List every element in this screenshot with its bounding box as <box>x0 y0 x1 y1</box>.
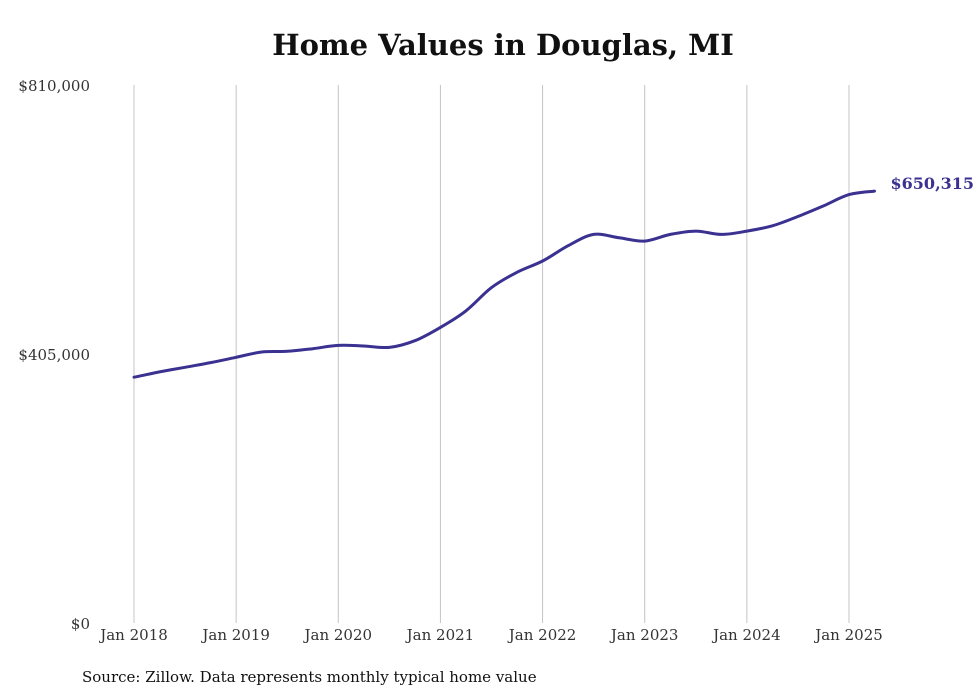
end-value-label: $650,315 <box>891 174 975 193</box>
annotations: $650,315 <box>891 174 975 193</box>
x-tick-label: Jan 2025 <box>813 626 883 644</box>
x-tick-label: Jan 2023 <box>609 626 679 644</box>
y-tick-label: $0 <box>71 615 90 633</box>
y-tick-label: $405,000 <box>18 346 90 364</box>
x-axis: Jan 2018 Jan 2019 Jan 2020 Jan 2021 Jan 2022… <box>98 626 883 644</box>
grid-lines <box>133 85 850 623</box>
y-axis: $0 $405,000 $810,000 <box>18 77 90 633</box>
x-tick-label: Jan 2024 <box>711 626 781 644</box>
x-tick-label: Jan 2018 <box>98 626 168 644</box>
x-tick-label: Jan 2022 <box>507 626 577 644</box>
y-tick-label: $810,000 <box>18 77 90 95</box>
x-tick-label: Jan 2019 <box>200 626 270 644</box>
x-tick-label: Jan 2021 <box>405 626 475 644</box>
series-group <box>132 189 876 379</box>
source-note: Source: Zillow. Data represents monthly … <box>82 668 537 686</box>
chart-title: Home Values in Douglas, MI <box>272 28 734 62</box>
home-value-line <box>132 189 876 379</box>
x-tick-label: Jan 2020 <box>303 626 373 644</box>
